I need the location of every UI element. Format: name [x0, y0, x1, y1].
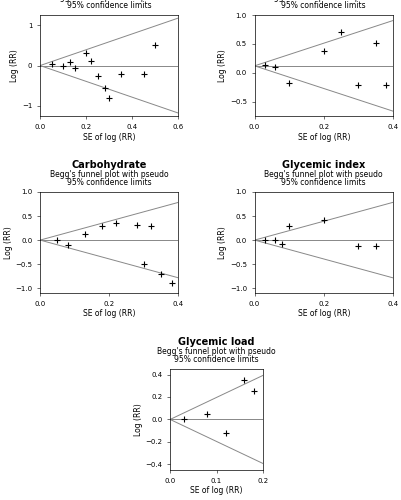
Text: 95% confidence limits: 95% confidence limits: [174, 355, 259, 364]
X-axis label: SE of log (RR): SE of log (RR): [298, 310, 350, 318]
Text: 95% confidence limits: 95% confidence limits: [67, 1, 152, 10]
Y-axis label: Log (RR): Log (RR): [218, 226, 227, 259]
X-axis label: SE of log (RR): SE of log (RR): [83, 310, 136, 318]
Text: Begg's funnel plot with pseudo: Begg's funnel plot with pseudo: [50, 170, 168, 179]
Text: Begg's funnel plot with pseudo: Begg's funnel plot with pseudo: [157, 346, 276, 356]
Text: Carbohydrate: Carbohydrate: [72, 160, 147, 170]
Y-axis label: Log (RR): Log (RR): [10, 49, 19, 82]
Y-axis label: Log (RR): Log (RR): [218, 49, 227, 82]
Text: Begg's funnel plot with pseudo: Begg's funnel plot with pseudo: [265, 170, 383, 179]
Text: Glycemic load: Glycemic load: [178, 336, 255, 346]
X-axis label: SE of log (RR): SE of log (RR): [190, 486, 243, 496]
Text: Begg's funnel plot with pseudo: Begg's funnel plot with pseudo: [265, 0, 383, 2]
Y-axis label: Log (RR): Log (RR): [4, 226, 12, 259]
Text: Begg's funnel plot with pseudo: Begg's funnel plot with pseudo: [50, 0, 168, 2]
Text: 95% confidence limits: 95% confidence limits: [282, 178, 366, 187]
Text: 95% confidence limits: 95% confidence limits: [67, 178, 152, 187]
Text: 95% confidence limits: 95% confidence limits: [282, 1, 366, 10]
Text: Glycemic index: Glycemic index: [282, 160, 365, 170]
X-axis label: SE of log (RR): SE of log (RR): [83, 132, 136, 141]
X-axis label: SE of log (RR): SE of log (RR): [298, 132, 350, 141]
Y-axis label: Log (RR): Log (RR): [134, 403, 143, 436]
